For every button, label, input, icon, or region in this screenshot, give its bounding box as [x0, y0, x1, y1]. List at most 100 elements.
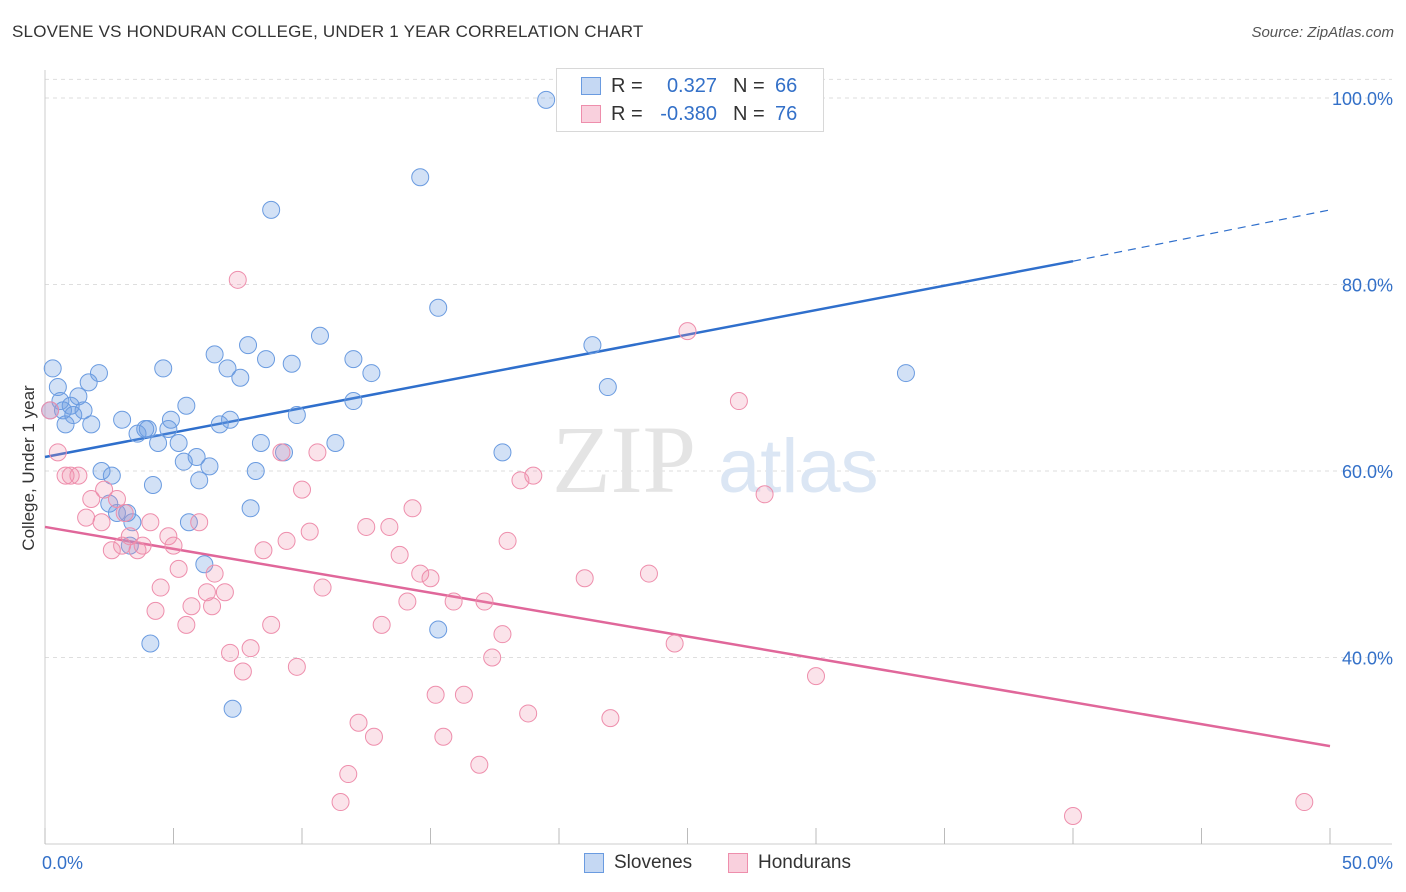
- point-hondurans: [339, 765, 358, 784]
- point-slovenes: [43, 359, 62, 378]
- point-hondurans: [151, 578, 170, 597]
- watermark-atlas: atlas: [718, 424, 879, 509]
- point-slovenes: [344, 350, 363, 369]
- point-hondurans: [313, 578, 332, 597]
- y-tick-label: 100.0%: [1332, 89, 1393, 109]
- point-hondurans: [411, 564, 430, 583]
- point-slovenes: [107, 503, 126, 522]
- point-hondurans: [41, 401, 60, 420]
- tick-labels: 40.0% 60.0% 80.0% 100.0% 0.0% 50.0%: [42, 89, 1393, 873]
- point-hondurans: [755, 485, 774, 504]
- y-axis-label: College, Under 1 year: [19, 385, 38, 551]
- point-slovenes: [74, 401, 93, 420]
- trend-line-slovenes-extension: [1072, 209, 1331, 262]
- legend-n-value: 76: [775, 102, 798, 125]
- point-slovenes: [310, 326, 329, 345]
- point-hondurans: [444, 592, 463, 611]
- legend-r-value: 0.327: [666, 74, 717, 97]
- point-hondurans: [221, 643, 240, 662]
- point-slovenes: [239, 336, 258, 355]
- point-hondurans: [1064, 807, 1082, 826]
- point-slovenes: [169, 434, 188, 453]
- y-tick-label: 40.0%: [1342, 648, 1393, 668]
- point-slovenes: [282, 354, 301, 373]
- bottom-legend-slovenes: Slovenes: [584, 852, 692, 874]
- point-hondurans: [498, 531, 517, 550]
- legend-swatch-hondurans: [581, 105, 601, 123]
- legend-swatch-slovenes: [581, 77, 601, 95]
- point-hondurans: [524, 466, 543, 485]
- point-slovenes: [583, 336, 602, 355]
- point-slovenes: [429, 620, 448, 639]
- point-hondurans: [807, 667, 825, 686]
- point-hondurans: [470, 755, 489, 774]
- point-slovenes: [326, 434, 345, 453]
- point-hondurans: [475, 592, 494, 611]
- point-hondurans: [390, 545, 409, 564]
- point-hondurans: [483, 648, 502, 667]
- point-slovenes: [223, 699, 242, 718]
- legend-row-hondurans: R = -0.380 N = 76: [557, 100, 797, 128]
- point-slovenes: [598, 378, 617, 397]
- point-hondurans: [182, 597, 201, 616]
- point-slovenes: [48, 378, 67, 397]
- point-hondurans: [519, 704, 538, 723]
- legend-row-slovenes: R = 0.327 N = 66: [557, 72, 797, 100]
- point-slovenes: [195, 555, 214, 574]
- point-hondurans: [254, 541, 273, 560]
- point-hondurans: [215, 583, 234, 602]
- x-tick-label: 0.0%: [42, 853, 83, 873]
- point-slovenes: [161, 410, 180, 429]
- chart-title: SLOVENE VS HONDURAN COLLEGE, UNDER 1 YEA…: [12, 22, 644, 41]
- point-slovenes: [218, 359, 237, 378]
- point-hondurans: [133, 536, 152, 555]
- point-slovenes: [56, 415, 75, 434]
- point-hondurans: [421, 569, 440, 588]
- trend-lines: [44, 209, 1331, 748]
- point-slovenes: [92, 461, 111, 480]
- point-hondurans: [197, 583, 216, 602]
- point-slovenes: [537, 90, 556, 109]
- point-slovenes: [141, 634, 160, 653]
- point-hondurans: [665, 634, 684, 653]
- point-slovenes: [113, 410, 132, 429]
- point-hondurans: [233, 662, 252, 681]
- point-slovenes: [143, 475, 162, 494]
- bottom-legend-hondurans: Hondurans: [728, 852, 851, 874]
- point-slovenes: [123, 513, 142, 532]
- point-slovenes: [231, 368, 250, 387]
- point-hondurans: [146, 601, 165, 620]
- point-hondurans: [262, 615, 281, 634]
- trend-line-hondurans: [44, 525, 1331, 748]
- point-hondurans: [729, 392, 748, 411]
- point-hondurans: [277, 531, 296, 550]
- point-hondurans: [287, 657, 306, 676]
- point-slovenes: [102, 466, 121, 485]
- point-slovenes: [210, 415, 229, 434]
- point-hondurans: [349, 713, 368, 732]
- point-hondurans: [56, 466, 75, 485]
- point-slovenes: [177, 396, 196, 415]
- point-slovenes: [344, 392, 363, 411]
- point-slovenes: [89, 364, 108, 383]
- point-slovenes: [241, 499, 260, 518]
- point-slovenes: [221, 410, 240, 429]
- point-hondurans: [331, 793, 350, 812]
- point-hondurans: [102, 541, 121, 560]
- point-slovenes: [79, 373, 98, 392]
- legend-n-label: N =: [733, 102, 765, 125]
- point-slovenes: [246, 461, 265, 480]
- point-slovenes: [69, 387, 88, 406]
- y-tick-label: 80.0%: [1342, 275, 1393, 295]
- point-hondurans: [169, 559, 188, 578]
- point-hondurans: [1295, 793, 1314, 812]
- point-hondurans: [364, 727, 383, 746]
- point-hondurans: [82, 489, 101, 508]
- point-slovenes: [429, 298, 448, 317]
- legend-n-value: 66: [775, 74, 798, 97]
- bottom-label-slovenes: Slovenes: [614, 852, 693, 873]
- point-hondurans: [69, 466, 88, 485]
- point-hondurans: [241, 639, 260, 658]
- point-slovenes: [154, 359, 173, 378]
- grid-lines: [45, 78, 1392, 658]
